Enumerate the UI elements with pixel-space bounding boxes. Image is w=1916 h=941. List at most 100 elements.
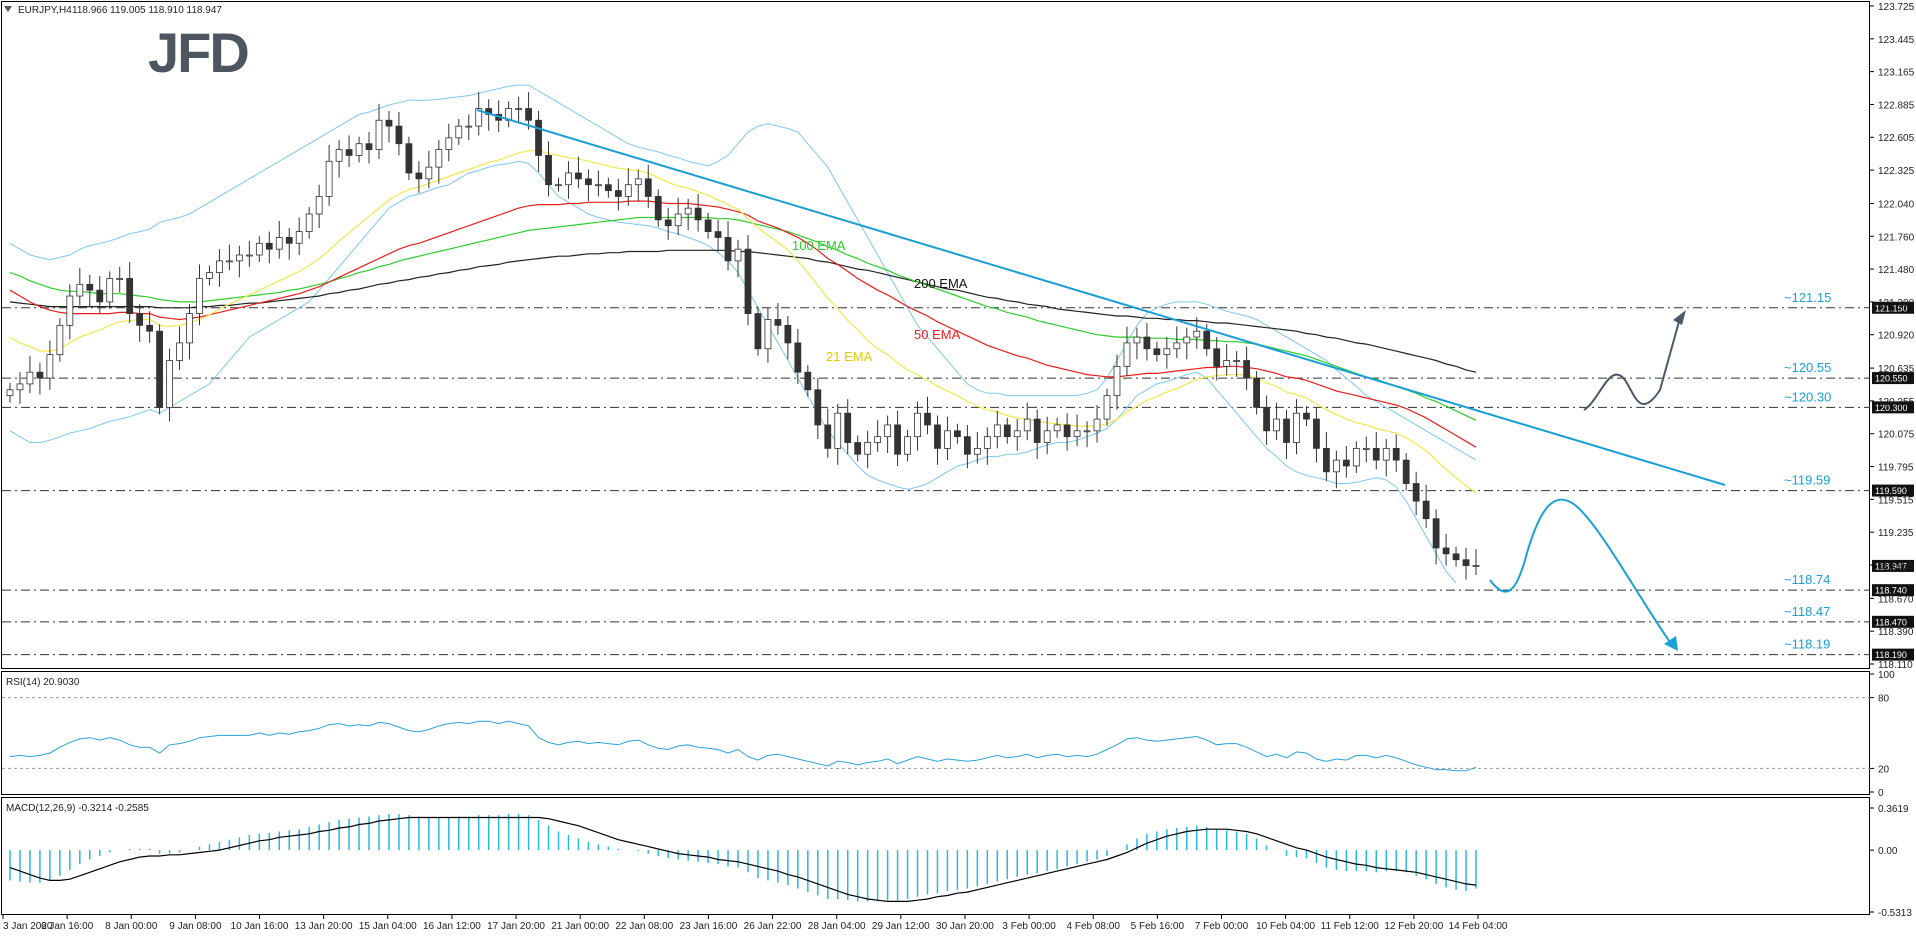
candle-body-down [1462,559,1470,566]
candle [375,103,383,159]
candle [724,221,732,271]
candle-body-up [1273,418,1280,432]
price-tick-label: 118.110 [1878,660,1913,671]
candle-body-down [525,108,532,121]
candle-body-down [1412,483,1420,502]
macd-tick-label: 0.00 [1878,846,1898,857]
candle [126,262,134,323]
candle-body-down [156,330,163,408]
candle [226,244,233,271]
candle-body-up [106,278,114,303]
candle [176,326,183,370]
candle [36,362,44,395]
candle-body-up [455,125,463,139]
candle [595,170,602,197]
candle-body-up [245,254,253,257]
candle-body-up [1133,336,1141,344]
rsi-title: RSI(14) 20.9030 [6,677,80,688]
candle-body-down [1303,412,1310,420]
candle [1263,395,1270,445]
candle-body-down [285,237,293,244]
candle-body-down [535,119,542,156]
candle-body-up [176,342,183,361]
candle-body-up [76,283,84,297]
candle-body-down [844,412,852,443]
rsi-panel-frame [1,671,1870,795]
candle [1402,453,1410,491]
candle-body-down [814,389,822,426]
candle-body-up [973,447,981,455]
price-tick-label: 119.515 [1878,495,1914,506]
bearish-projection-path [1489,498,1673,646]
candle-body-up [1293,412,1300,443]
price-tick-label: 122.605 [1878,133,1915,144]
candle-body-up [26,371,34,385]
time-tick-label: 3 Jan 2020 [3,921,53,932]
candle-body-up [595,184,602,187]
candle-body-down [924,412,931,426]
candle [265,231,273,264]
candle [1412,471,1420,516]
candle-body-up [684,207,692,215]
candle [804,365,812,397]
price-tick-label: 121.480 [1878,265,1915,276]
candle [824,408,832,458]
candle [944,416,951,461]
candle-body-up [1083,430,1091,433]
candle [186,304,193,360]
candle-body-down [1392,447,1400,461]
jfd-logo: JFD [148,21,248,84]
candle [555,177,562,192]
price-tick-label: 122.325 [1878,166,1915,177]
candle [744,235,752,326]
price-tick-label: 122.885 [1878,100,1915,111]
candle [465,114,473,141]
candle [505,101,513,128]
candle [924,396,931,435]
candle [614,178,622,211]
candle [1043,416,1051,455]
candle [714,219,722,252]
candle [1143,322,1151,361]
candle [525,92,532,130]
candle [1163,337,1171,369]
candle-body-up [864,442,872,455]
candle [445,123,453,162]
candle [235,245,243,278]
candle [1213,337,1221,381]
candle [1293,399,1300,455]
bullish-projection-path [1583,317,1681,411]
candle [16,372,24,404]
level-price-box [1872,401,1914,414]
candle-body-up [874,436,882,443]
macd-indicator: 0.3619 0.00 -0.5313 [9,804,1912,919]
collapse-triangle-icon[interactable] [4,6,12,12]
ema100-label: 100 EMA [792,238,846,253]
candle-body-down [1253,377,1260,408]
candle-body-down [1372,447,1380,461]
ema21-label: 21 EMA [826,349,873,364]
candle-body-up [1053,424,1061,432]
candle-body-down [1033,418,1041,443]
time-tick-label: 10 Feb 04:00 [1256,921,1315,932]
candle-body-up [624,184,632,197]
candle-body-down [1442,547,1450,555]
candle [585,169,592,202]
candle [704,212,712,239]
candle-body-up [1043,430,1051,443]
price-tick-label: 118.955 [1878,561,1914,572]
level-label: ~118.19 [1784,637,1830,652]
candle [325,144,333,206]
candle [1023,402,1031,441]
candle-body-up [315,196,323,215]
price-tick-label: 121.760 [1878,232,1915,243]
candle [1442,533,1450,566]
candle [1243,346,1251,390]
rsi-tick-label: 80 [1878,694,1890,705]
candle [56,318,64,362]
candle [874,420,882,452]
price-tick-label: 123.445 [1878,35,1915,46]
time-tick-label: 5 Feb 16:00 [1131,921,1185,932]
candle-body-up [1332,459,1340,473]
candle-body-down [894,424,901,455]
